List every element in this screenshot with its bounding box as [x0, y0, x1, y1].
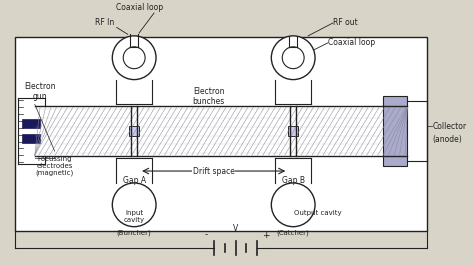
Text: Drift space: Drift space	[193, 167, 235, 176]
Text: Coaxial loop: Coaxial loop	[328, 38, 375, 47]
Text: Input
cavity: Input cavity	[124, 210, 145, 223]
Circle shape	[112, 183, 156, 227]
Text: (anode): (anode)	[432, 135, 462, 144]
Text: +: +	[262, 231, 269, 240]
Text: Gap A: Gap A	[123, 176, 146, 185]
Text: RF In: RF In	[95, 18, 114, 27]
Bar	[383, 97, 408, 166]
Text: Collector: Collector	[432, 122, 466, 131]
Circle shape	[271, 36, 315, 80]
Text: Focussing
electrodes
(magnetic): Focussing electrodes (magnetic)	[36, 156, 74, 176]
Text: Coaxial loop: Coaxial loop	[116, 3, 163, 12]
Bar	[22, 119, 40, 128]
Text: V: V	[233, 224, 238, 233]
Text: -: -	[204, 231, 207, 240]
Text: Gap B: Gap B	[282, 176, 305, 185]
Circle shape	[112, 36, 156, 80]
Text: Electron
gun: Electron gun	[24, 82, 55, 101]
Text: Output cavity: Output cavity	[294, 210, 342, 216]
Bar	[22, 134, 40, 143]
Text: (Catcher): (Catcher)	[277, 230, 310, 236]
Bar	[288, 126, 298, 136]
Bar	[15, 37, 428, 231]
Circle shape	[271, 183, 315, 227]
Text: (Buncher): (Buncher)	[117, 230, 152, 236]
Text: Drift space: Drift space	[193, 167, 235, 176]
Bar	[129, 126, 139, 136]
Text: Electron
bunches: Electron bunches	[192, 87, 225, 106]
Text: RF out: RF out	[333, 18, 358, 27]
